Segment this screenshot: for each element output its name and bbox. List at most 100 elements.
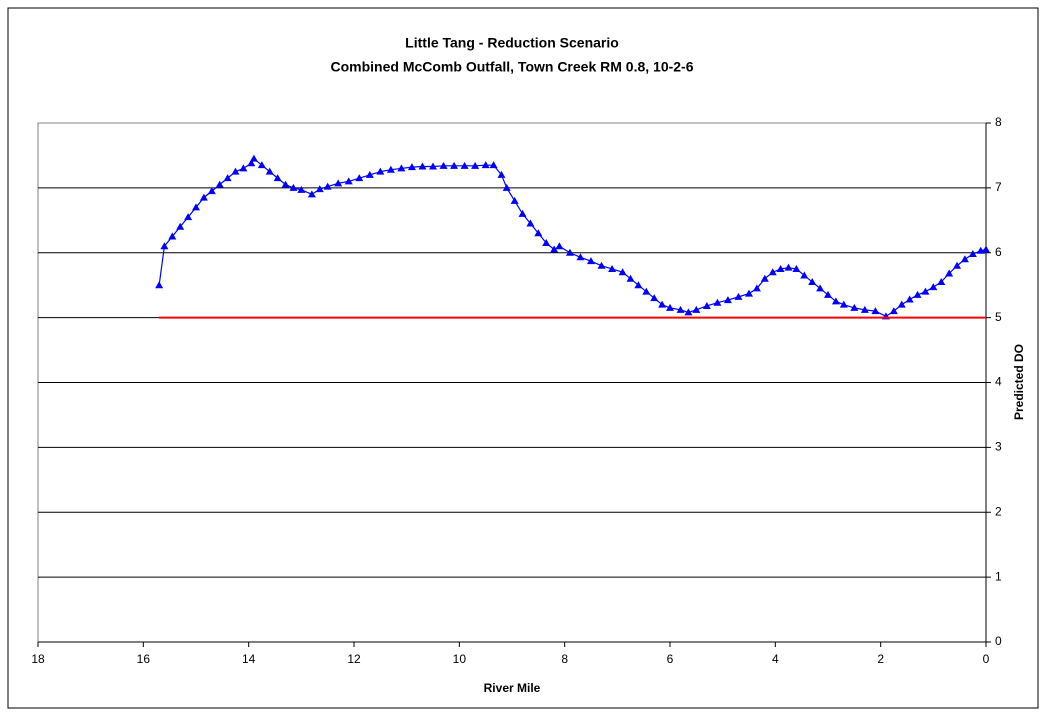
y-tick-label: 1: [995, 569, 1002, 583]
data-point: [184, 213, 193, 221]
data-point: [734, 292, 743, 300]
data-point: [839, 300, 848, 308]
data-point: [634, 281, 643, 289]
data-point: [713, 298, 722, 306]
data-point: [897, 300, 906, 308]
data-point: [692, 305, 701, 313]
data-point: [510, 196, 519, 204]
data-point: [176, 222, 185, 230]
data-point: [155, 281, 164, 289]
data-point: [745, 289, 753, 297]
data-point: [207, 187, 216, 195]
data-point: [784, 263, 793, 271]
data-point: [450, 161, 459, 169]
data-point: [192, 203, 200, 211]
data-point: [265, 167, 274, 175]
data-point: [913, 290, 922, 298]
y-tick-label: 7: [995, 180, 1002, 194]
y-tick-label: 3: [995, 440, 1002, 454]
x-tick-label: 2: [877, 652, 884, 666]
y-tick-label: 8: [995, 115, 1002, 129]
data-point: [307, 190, 316, 198]
data-point: [239, 164, 248, 172]
data-point: [597, 261, 606, 269]
data-point: [587, 257, 595, 265]
data-point: [642, 287, 651, 295]
data-point: [760, 274, 769, 282]
data-point: [792, 264, 801, 272]
data-point: [199, 193, 208, 201]
x-tick-label: 12: [347, 652, 361, 666]
data-point: [386, 165, 395, 173]
data-point: [968, 250, 977, 258]
data-point: [542, 239, 551, 247]
data-point: [937, 277, 946, 285]
data-point: [160, 242, 169, 250]
data-point: [921, 287, 930, 295]
data-point: [249, 154, 258, 162]
data-point: [481, 161, 490, 169]
y-tick-label: 6: [995, 245, 1002, 259]
data-point: [289, 183, 298, 191]
data-point: [723, 296, 732, 304]
data-point: [215, 180, 224, 188]
data-point: [247, 159, 256, 167]
data-point: [871, 307, 880, 315]
x-tick-label: 16: [137, 652, 151, 666]
data-point: [776, 264, 785, 272]
data-point: [831, 297, 840, 305]
x-tick-label: 8: [561, 652, 568, 666]
data-point: [982, 245, 990, 253]
data-point: [945, 269, 954, 277]
data-point: [860, 305, 869, 313]
x-tick-label: 10: [453, 652, 467, 666]
data-point: [608, 264, 617, 272]
x-tick-label: 18: [31, 652, 45, 666]
data-point: [816, 284, 825, 292]
data-point: [768, 268, 777, 276]
data-point: [273, 174, 282, 182]
data-point: [929, 283, 938, 291]
data-point: [905, 295, 914, 303]
x-tick-label: 0: [983, 652, 990, 666]
data-point: [626, 274, 635, 282]
data-point: [429, 162, 437, 170]
data-point: [323, 182, 332, 190]
data-point: [334, 179, 343, 187]
y-axis-label: Predicted DO: [1012, 344, 1026, 420]
data-point: [418, 162, 427, 170]
data-point: [650, 294, 659, 302]
data-point: [889, 307, 898, 315]
data-point: [407, 163, 416, 171]
x-axis-label: River Mile: [484, 681, 541, 695]
chart-subtitle: Combined McComb Outfall, Town Creek RM 0…: [330, 59, 693, 75]
data-point: [168, 232, 177, 240]
data-point: [960, 255, 969, 263]
x-tick-label: 4: [772, 652, 779, 666]
data-point: [376, 167, 385, 175]
chart-title: Little Tang - Reduction Scenario: [405, 35, 619, 51]
data-point: [666, 303, 674, 311]
data-point: [344, 177, 353, 185]
data-point: [953, 261, 962, 269]
y-tick-label: 5: [995, 310, 1002, 324]
data-point: [684, 308, 693, 316]
data-point: [702, 301, 711, 309]
data-point: [555, 242, 564, 250]
data-point: [471, 161, 480, 169]
data-point: [565, 248, 574, 256]
data-point: [497, 170, 506, 178]
data-point: [850, 303, 859, 311]
data-point: [800, 271, 809, 279]
data-point: [315, 185, 324, 193]
data-point: [526, 219, 535, 227]
data-point: [824, 290, 832, 298]
y-tick-label: 2: [995, 504, 1002, 518]
x-tick-label: 6: [667, 652, 674, 666]
data-point: [223, 174, 232, 182]
data-point: [808, 277, 817, 285]
data-point: [502, 183, 511, 191]
x-tick-label: 14: [242, 652, 256, 666]
data-point: [231, 167, 240, 175]
